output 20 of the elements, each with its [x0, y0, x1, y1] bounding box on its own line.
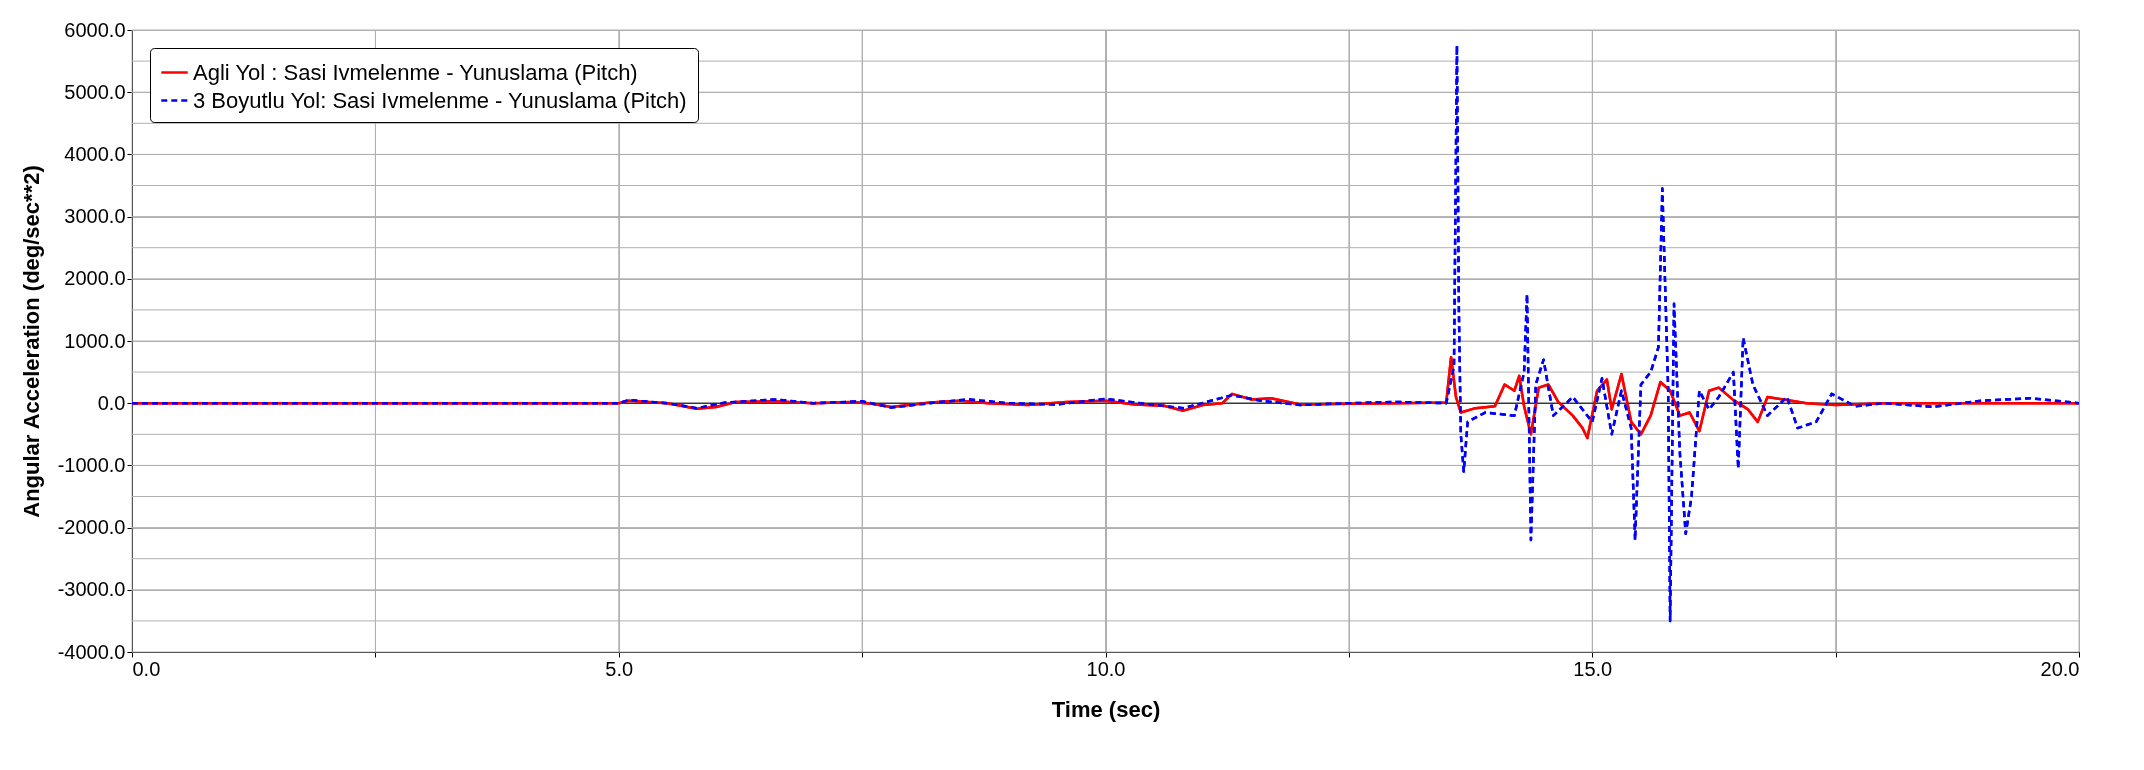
legend-label: 3 Boyutlu Yol: Sasi Ivmelenme - Yunuslama (Pitch)	[193, 87, 687, 113]
y-tick-label: -2000.0	[57, 516, 126, 539]
x-tick-label: 20.0	[2040, 657, 2080, 680]
legend-label: Agli Yol : Sasi Ivmelenme - Yunuslama (Pitch)	[193, 59, 638, 85]
x-tick-label: 10.0	[1086, 657, 1126, 680]
x-tick-label: 5.0	[605, 657, 634, 680]
y-tick-label: 0.0	[97, 391, 126, 414]
x-tick-label: 0.0	[132, 657, 161, 680]
y-tick-label: -3000.0	[57, 578, 126, 601]
y-axis-title: Angular Acceleration (deg/sec**2)	[18, 165, 44, 518]
y-tick-label: -4000.0	[57, 640, 126, 663]
y-tick-label: 5000.0	[64, 80, 126, 103]
x-tick-label: 15.0	[1573, 657, 1613, 680]
y-tick-label: 6000.0	[64, 18, 126, 41]
y-tick-label: 1000.0	[64, 329, 126, 352]
y-tick-label: -1000.0	[57, 453, 126, 476]
y-tick-label: 3000.0	[64, 205, 126, 228]
y-tick-label: 2000.0	[64, 267, 126, 290]
x-axis-title: Time (sec)	[1051, 696, 1161, 722]
y-tick-label: 4000.0	[64, 142, 126, 165]
